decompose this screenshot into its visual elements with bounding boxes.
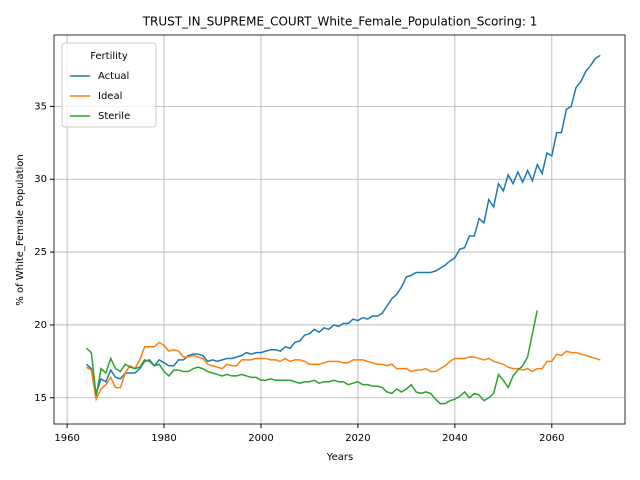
x-tick-label: 2000 xyxy=(248,433,273,444)
series-line xyxy=(86,341,601,402)
y-tick-label: 25 xyxy=(34,247,47,258)
x-tick-label: 1980 xyxy=(151,433,176,444)
chart-title: TRUST_IN_SUPREME_COURT_White_Female_Popu… xyxy=(142,15,538,29)
legend-label: Sterile xyxy=(98,111,130,122)
y-axis-label: % of White_Female Population xyxy=(15,154,26,305)
legend-label: Ideal xyxy=(98,91,122,102)
x-axis-label: Years xyxy=(326,452,353,463)
x-tick-label: 2060 xyxy=(539,433,564,444)
plot-frame xyxy=(53,34,626,425)
y-tick-label: 35 xyxy=(34,101,47,112)
x-tick-label: 1960 xyxy=(54,433,79,444)
y-tick-label: 30 xyxy=(34,174,47,185)
legend-box xyxy=(61,42,157,128)
x-tick-label: 2020 xyxy=(345,433,370,444)
x-tick-label: 2040 xyxy=(442,433,467,444)
y-tick-label: 20 xyxy=(34,320,47,331)
y-tick-label: 15 xyxy=(34,393,47,404)
series-line xyxy=(85,310,538,405)
legend-label: Actual xyxy=(98,71,129,82)
series-line xyxy=(85,54,601,397)
legend-title: Fertility xyxy=(90,51,128,62)
